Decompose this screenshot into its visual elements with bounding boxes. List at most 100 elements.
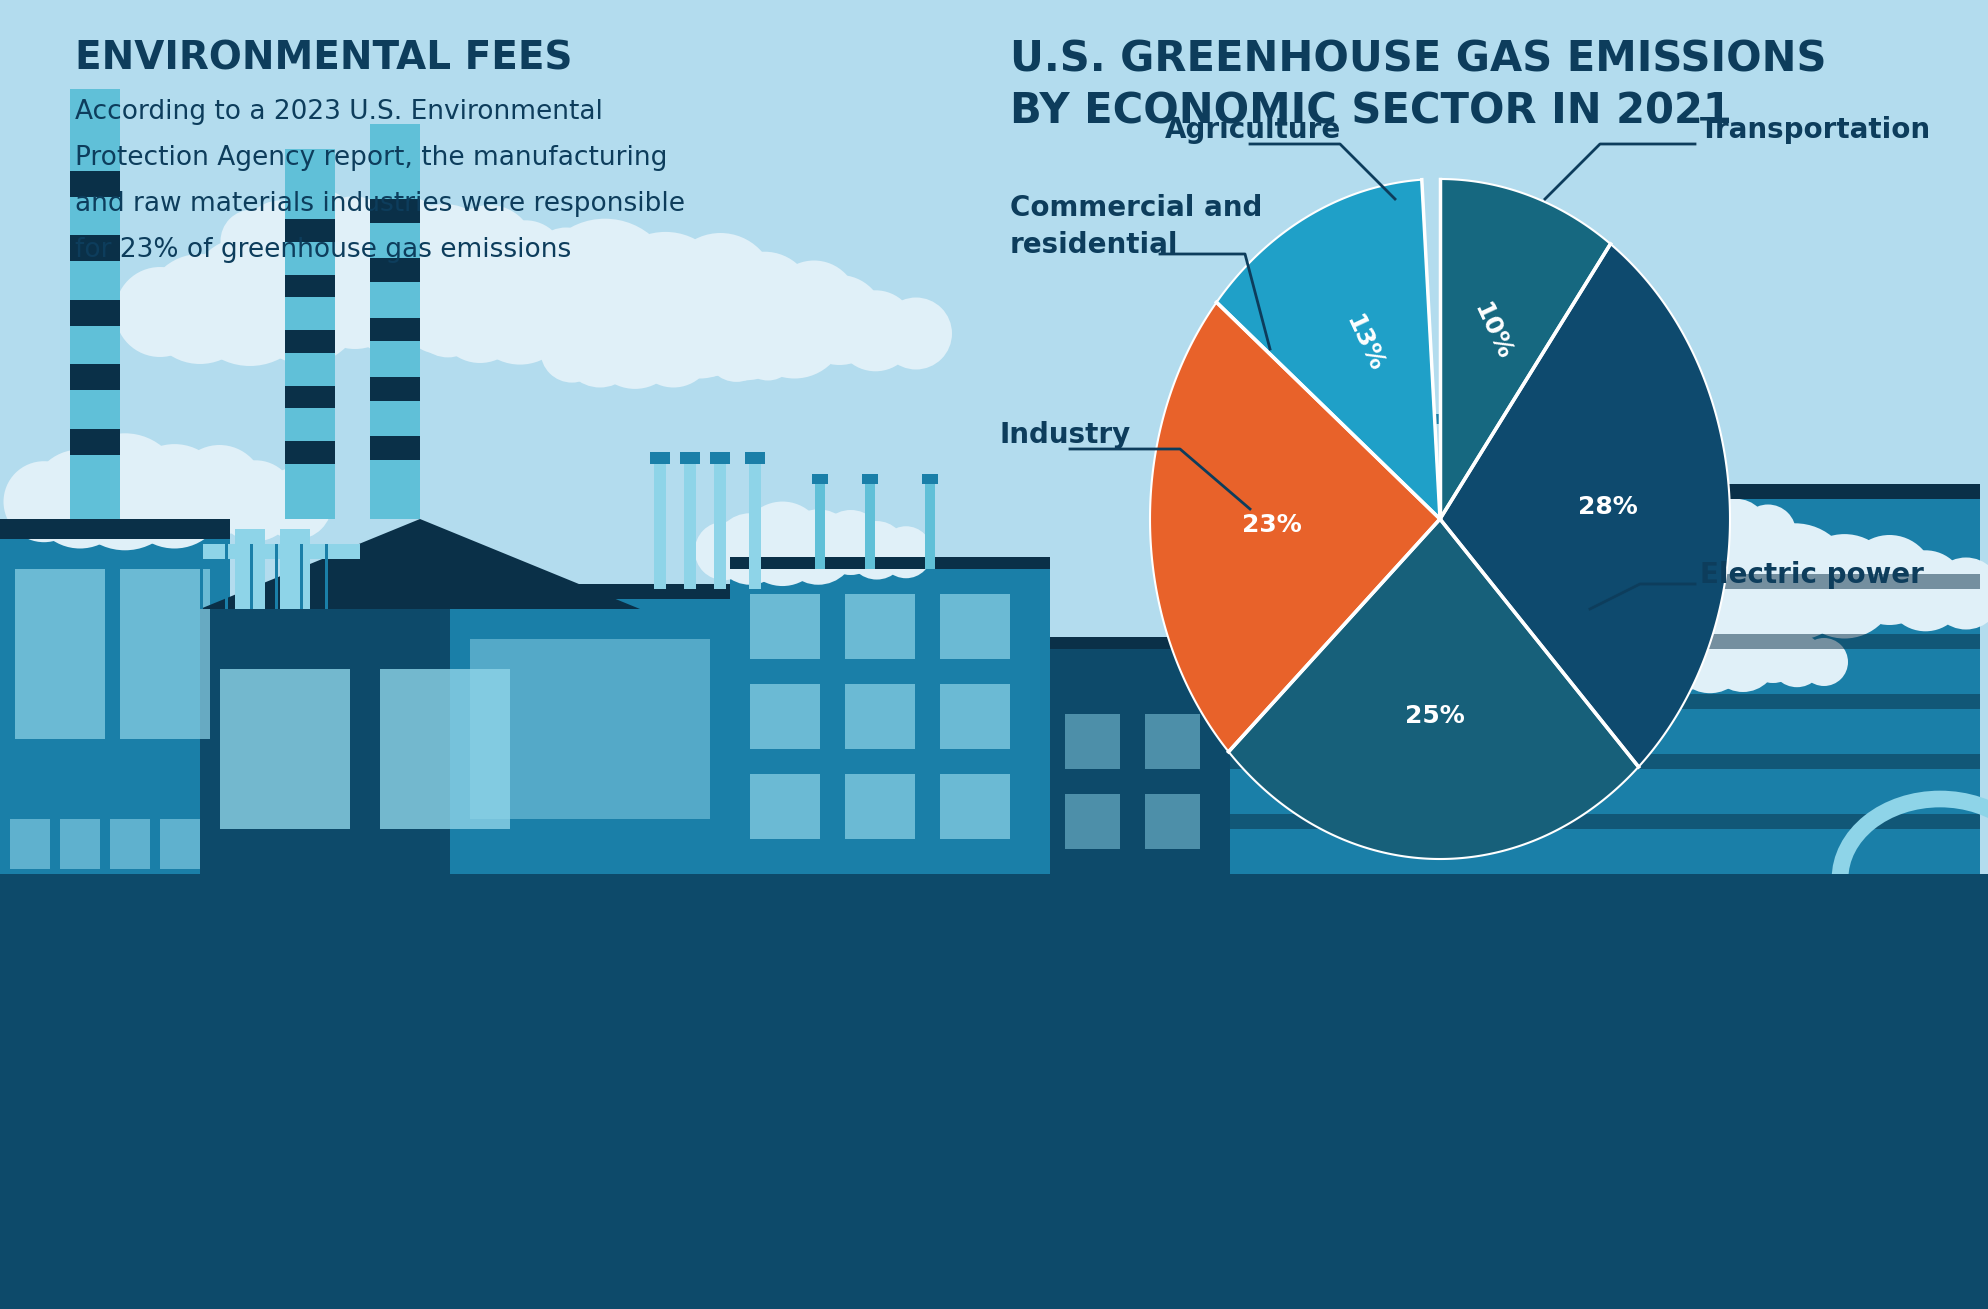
Bar <box>922 474 938 484</box>
Bar <box>0 518 231 539</box>
Text: Protection Agency report, the manufacturing: Protection Agency report, the manufactur… <box>76 145 668 171</box>
Circle shape <box>541 319 604 382</box>
Circle shape <box>4 461 85 542</box>
Bar <box>10 819 50 869</box>
Circle shape <box>400 274 479 353</box>
Circle shape <box>847 521 907 580</box>
Bar <box>1376 419 1388 490</box>
Bar <box>0 874 1988 899</box>
Bar <box>119 569 211 740</box>
Circle shape <box>445 206 535 295</box>
Circle shape <box>694 522 753 580</box>
Text: Transportation: Transportation <box>1700 117 1930 144</box>
Bar <box>1231 814 1610 829</box>
Polygon shape <box>1149 302 1439 751</box>
Circle shape <box>781 509 857 585</box>
Circle shape <box>590 298 680 389</box>
Text: for 23% of greenhouse gas emissions: for 23% of greenhouse gas emissions <box>76 237 571 263</box>
Bar <box>469 639 710 819</box>
Bar <box>749 594 819 658</box>
Bar <box>324 545 328 609</box>
Bar <box>1610 575 1980 589</box>
Bar <box>845 774 914 839</box>
Bar <box>863 474 879 484</box>
Circle shape <box>600 284 672 356</box>
Circle shape <box>1674 487 1743 558</box>
Bar <box>1231 694 1610 709</box>
Circle shape <box>565 271 644 351</box>
Circle shape <box>881 526 932 579</box>
Bar <box>449 584 730 600</box>
Bar <box>370 258 419 281</box>
Circle shape <box>336 194 453 310</box>
Text: 13%: 13% <box>1340 312 1388 376</box>
Circle shape <box>1590 478 1680 569</box>
Circle shape <box>531 228 602 300</box>
Text: According to a 2023 U.S. Environmental: According to a 2023 U.S. Environmental <box>76 99 602 124</box>
Circle shape <box>881 297 952 369</box>
Circle shape <box>1845 535 1934 624</box>
Circle shape <box>551 268 598 315</box>
Circle shape <box>666 233 775 343</box>
Bar <box>1066 795 1119 850</box>
Bar <box>680 452 700 463</box>
Bar <box>940 594 1010 658</box>
Circle shape <box>1793 534 1897 639</box>
Circle shape <box>485 220 567 301</box>
Bar <box>1610 754 1980 768</box>
Circle shape <box>215 461 296 542</box>
Bar <box>1336 419 1348 490</box>
Circle shape <box>386 209 447 272</box>
Circle shape <box>457 253 527 322</box>
Circle shape <box>467 260 573 365</box>
Circle shape <box>421 245 499 323</box>
Circle shape <box>742 274 847 378</box>
Circle shape <box>66 433 183 550</box>
Bar <box>284 441 336 463</box>
Circle shape <box>1736 524 1853 640</box>
Bar <box>274 545 278 609</box>
Bar <box>235 529 264 609</box>
Polygon shape <box>201 518 640 609</box>
Circle shape <box>185 236 314 367</box>
Bar <box>654 459 666 589</box>
Circle shape <box>489 238 610 360</box>
Text: 23%: 23% <box>1242 513 1302 537</box>
Circle shape <box>819 511 883 575</box>
Bar <box>1231 634 1610 649</box>
Bar <box>650 452 670 463</box>
Circle shape <box>632 306 714 387</box>
Bar <box>1421 414 1439 424</box>
Bar <box>60 819 99 869</box>
Bar <box>1145 795 1201 850</box>
Bar <box>70 300 119 326</box>
Circle shape <box>380 264 433 318</box>
Bar <box>284 275 336 297</box>
Bar <box>370 124 419 518</box>
Bar <box>201 545 360 559</box>
Text: U.S. GREENHOUSE GAS EMISSIONS: U.S. GREENHOUSE GAS EMISSIONS <box>1010 39 1827 81</box>
Text: and raw materials industries were responsible: and raw materials industries were respon… <box>76 191 686 217</box>
Circle shape <box>241 200 318 278</box>
Bar <box>70 170 119 196</box>
Circle shape <box>795 275 885 365</box>
Circle shape <box>716 251 813 351</box>
Bar <box>370 377 419 401</box>
Bar <box>225 545 229 609</box>
Bar <box>730 569 1050 880</box>
Circle shape <box>304 249 406 350</box>
Bar <box>845 594 914 658</box>
Bar <box>221 669 350 829</box>
Bar <box>1332 414 1350 424</box>
Bar <box>370 436 419 459</box>
Bar <box>159 819 201 869</box>
Circle shape <box>30 449 129 548</box>
Circle shape <box>1769 634 1825 687</box>
Circle shape <box>457 253 555 352</box>
Text: Agriculture: Agriculture <box>1165 117 1342 144</box>
Bar <box>1372 414 1390 424</box>
Bar <box>940 774 1010 839</box>
Bar <box>370 318 419 342</box>
Bar <box>749 459 761 589</box>
Polygon shape <box>1439 243 1730 767</box>
